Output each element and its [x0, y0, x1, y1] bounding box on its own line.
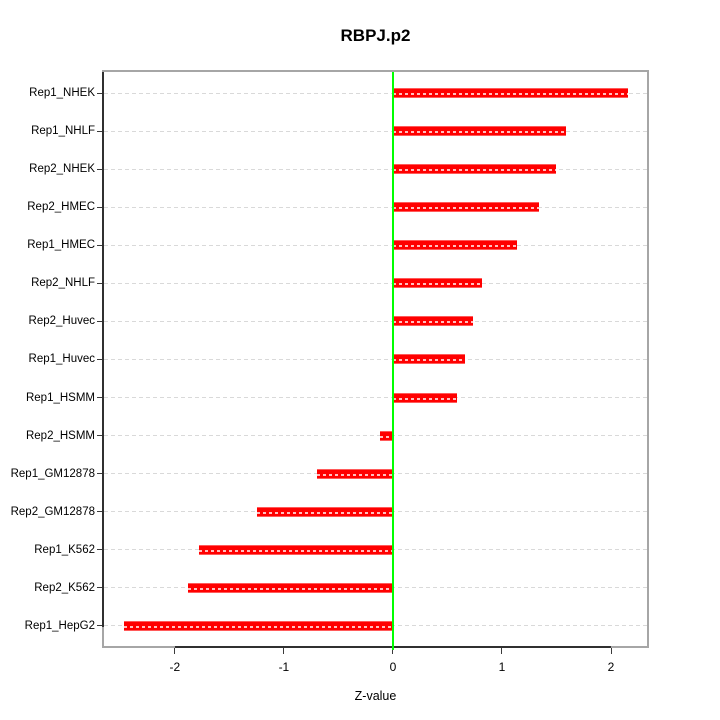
y-tick-label: Rep1_HepG2	[24, 619, 95, 632]
grid-line	[104, 168, 647, 170]
bar-center-dash	[392, 169, 557, 172]
bar-center-dash	[123, 625, 393, 628]
x-tick-label: -2	[169, 660, 181, 674]
y-tick	[97, 625, 104, 627]
bar-center-dash	[198, 549, 393, 552]
y-tick-label: Rep2_GM12878	[10, 505, 95, 518]
y-tick	[97, 244, 104, 246]
bar	[392, 88, 629, 98]
y-tick-label: Rep2_NHEK	[29, 163, 95, 176]
y-tick-label: Rep2_Huvec	[28, 315, 95, 328]
y-tick	[97, 397, 104, 399]
grid-line	[104, 397, 647, 399]
y-tick-label: Rep1_Huvec	[28, 353, 95, 366]
bar	[392, 164, 557, 175]
y-tick-label: Rep1_GM12878	[10, 467, 95, 480]
bar	[392, 354, 465, 365]
x-tick	[610, 648, 612, 654]
y-tick-label: Rep1_HSMM	[25, 391, 95, 404]
bar	[392, 240, 518, 251]
y-tick	[97, 587, 104, 589]
bar	[392, 202, 540, 213]
y-tick	[97, 282, 104, 284]
bar-center-dash	[392, 359, 465, 362]
bar-center-dash	[392, 283, 483, 286]
y-tick	[97, 168, 104, 170]
y-tick-label: Rep1_NHEK	[29, 87, 95, 99]
grid-line	[104, 320, 647, 322]
y-tick-label: Rep2_HMEC	[27, 201, 95, 214]
y-axis-line	[102, 72, 104, 627]
bar	[316, 468, 393, 479]
y-tick-label: Rep2_K562	[34, 581, 95, 594]
y-tick	[97, 358, 104, 360]
grid-line	[104, 358, 647, 360]
grid-line	[104, 206, 647, 208]
y-tick	[97, 92, 104, 94]
x-tick	[174, 648, 176, 654]
y-tick-label: Rep1_NHLF	[31, 125, 95, 138]
bar-center-dash	[256, 511, 393, 514]
bar-center-dash	[392, 397, 458, 400]
bar	[392, 278, 483, 289]
bar	[379, 430, 393, 441]
grid-line	[104, 282, 647, 284]
bar	[198, 544, 393, 555]
bar-center-dash	[392, 131, 567, 134]
y-tick-label: Rep1_K562	[34, 543, 95, 556]
grid-line	[104, 244, 647, 246]
zero-line	[391, 72, 394, 650]
x-tick-label: 0	[389, 660, 397, 674]
bar	[123, 620, 393, 631]
chart-title: RBPJ.p2	[340, 26, 411, 45]
bar-center-dash	[316, 473, 393, 476]
bar-center-dash	[187, 587, 393, 590]
bar-center-dash	[392, 207, 540, 210]
bar	[392, 316, 473, 327]
y-tick	[97, 473, 104, 475]
y-tick	[97, 435, 104, 437]
x-tick-label: 2	[607, 660, 615, 674]
x-tick	[501, 648, 503, 654]
grid-line	[104, 130, 647, 132]
y-tick	[97, 130, 104, 132]
bar-center-dash	[392, 93, 629, 95]
bar	[392, 126, 567, 137]
bar	[392, 392, 458, 403]
bar-center-dash	[392, 321, 473, 324]
bar	[187, 582, 393, 593]
bar-center-dash	[392, 245, 518, 248]
y-tick-label: Rep1_HMEC	[27, 239, 95, 252]
bar-center-dash	[379, 435, 393, 438]
y-tick-label: Rep2_NHLF	[31, 277, 95, 290]
y-tick	[97, 320, 104, 322]
x-tick	[392, 648, 394, 654]
bar	[256, 506, 393, 517]
x-tick-label: -1	[278, 660, 290, 674]
y-tick-label: Rep2_HSMM	[25, 429, 95, 442]
grid-line	[104, 435, 647, 437]
x-tick	[283, 648, 285, 654]
y-tick	[97, 511, 104, 513]
x-axis-title: Z-value	[354, 689, 397, 703]
y-tick	[97, 549, 104, 551]
y-tick	[97, 206, 104, 208]
x-tick-label: 1	[498, 660, 506, 674]
grid-line	[104, 92, 647, 94]
